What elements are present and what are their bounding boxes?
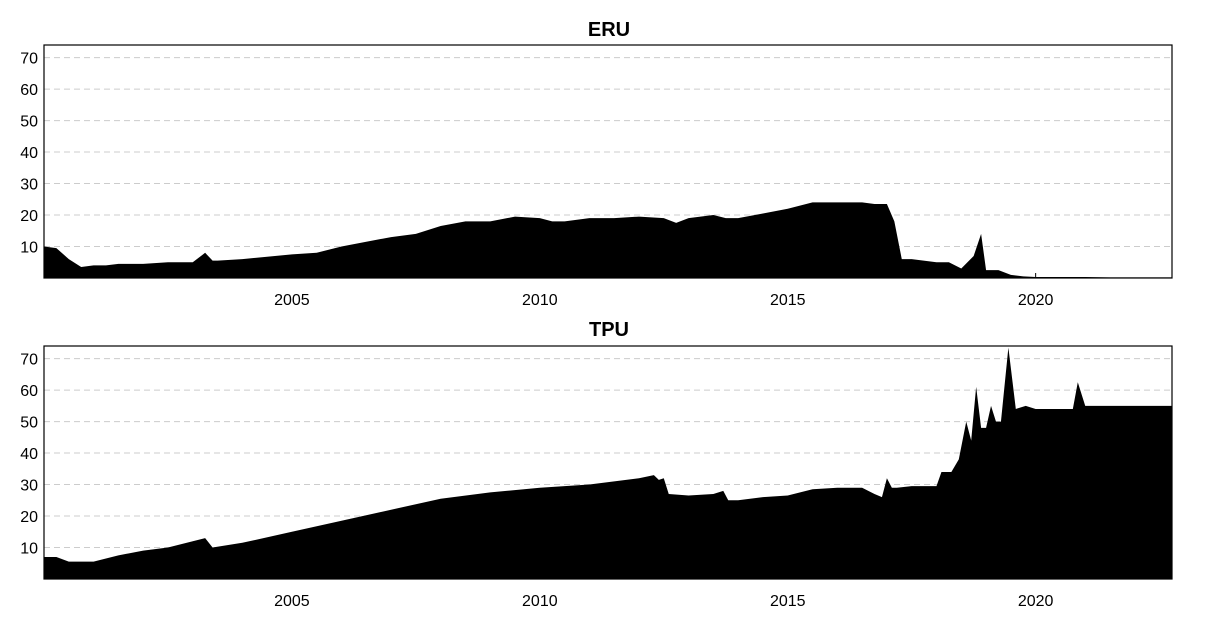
eru-ytick-label: 20 xyxy=(20,208,38,225)
tpu-xtick-label: 2020 xyxy=(1018,593,1054,610)
eru-ytick-label: 10 xyxy=(20,240,38,257)
eru-ytick-label: 70 xyxy=(20,51,38,68)
tpu-xticks: 2005 2010 2015 2020 xyxy=(274,574,1054,610)
tpu-ytick-label: 10 xyxy=(20,541,38,558)
eru-ytick-label: 30 xyxy=(20,177,38,194)
tpu-axes-frame xyxy=(43,345,1173,580)
eru-xticks: 2005 2010 2015 2020 xyxy=(274,273,1054,309)
eru-xtick-label: 2020 xyxy=(1018,292,1054,309)
tpu-ytick-label: 40 xyxy=(20,446,38,463)
tpu-area xyxy=(44,347,1172,579)
eru-xtick-label: 2005 xyxy=(274,292,310,309)
eru-ytick-label: 60 xyxy=(20,82,38,99)
tpu-ytick-label: 70 xyxy=(20,352,38,369)
tpu-xtick-label: 2015 xyxy=(770,593,806,610)
tpu-panel: TPU 10 20 30 40 50 60 70 2005 2010 2015 2020 xyxy=(20,319,1173,610)
tpu-title: TPU xyxy=(589,319,629,341)
eru-panel: ERU 10 20 30 40 50 60 70 2005 2010 2015 2020 xyxy=(20,19,1173,309)
eru-xtick-label: 2010 xyxy=(522,292,558,309)
tpu-ytick-label: 50 xyxy=(20,415,38,432)
eru-yticks: 10 20 30 40 50 60 70 xyxy=(20,51,38,257)
eru-area xyxy=(44,202,1172,278)
tpu-xtick-label: 2005 xyxy=(274,593,310,610)
eru-title: ERU xyxy=(588,19,630,41)
tpu-ytick-label: 20 xyxy=(20,509,38,526)
eru-ytick-label: 40 xyxy=(20,145,38,162)
eru-axes-frame xyxy=(43,44,1173,279)
tpu-xtick-label: 2010 xyxy=(522,593,558,610)
eru-xtick-label: 2015 xyxy=(770,292,806,309)
eru-ytick-label: 50 xyxy=(20,114,38,131)
tpu-ytick-label: 60 xyxy=(20,383,38,400)
tpu-yticks: 10 20 30 40 50 60 70 xyxy=(20,352,38,558)
tpu-ytick-label: 30 xyxy=(20,478,38,495)
eru-grid xyxy=(44,57,1172,248)
